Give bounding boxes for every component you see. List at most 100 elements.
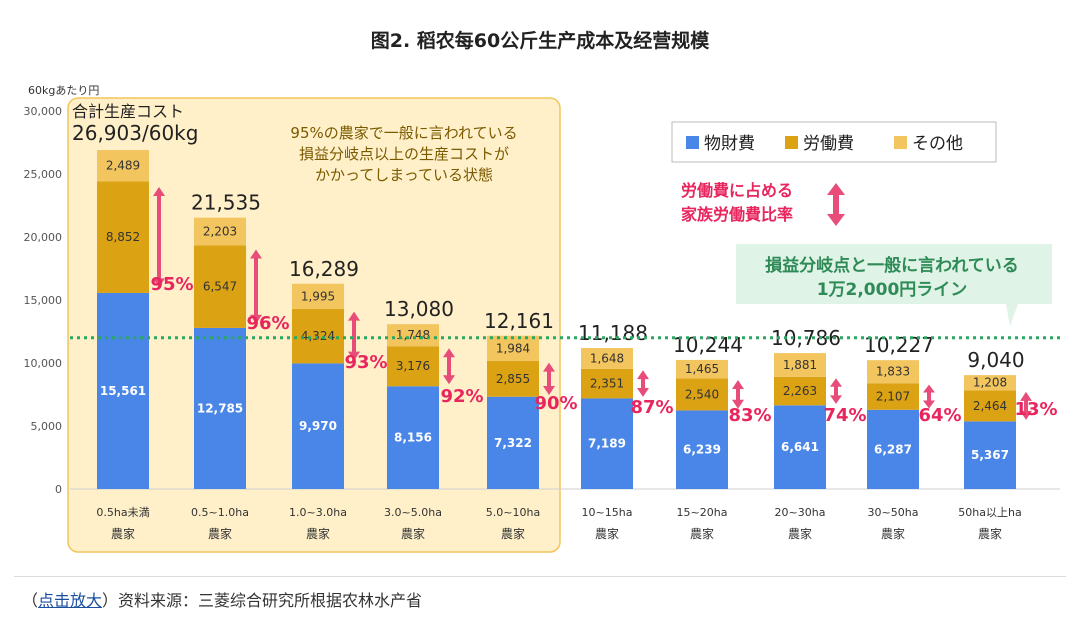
bar-value-label: 12,785: [197, 401, 243, 415]
bar-other: [581, 348, 633, 369]
bar-value-label: 2,351: [590, 377, 624, 391]
footer-source-text: ）资料来源：三菱综合研究所根据农林水产省: [102, 591, 423, 610]
y-tick-label: 30,000: [24, 105, 63, 118]
total-label: 11,188: [578, 321, 648, 345]
family-labor-arrow: [443, 348, 455, 385]
bar-material: [581, 398, 633, 489]
family-labor-arrow: [348, 311, 360, 361]
y-tick-label: 25,000: [24, 168, 63, 181]
bar-labor: [97, 181, 149, 293]
family-labor-pct-label: 95%: [150, 274, 193, 295]
bar-value-label: 1,465: [685, 362, 719, 376]
breakeven-callout-text: 損益分岐点と一般に言われている: [765, 255, 1019, 276]
x-category-label: 農家: [978, 526, 1002, 541]
bar-material: [292, 363, 344, 489]
x-category-label: 農家: [595, 526, 619, 541]
bar-value-label: 1,984: [496, 341, 530, 355]
arrow-legend-label: 家族労働費比率: [681, 205, 793, 224]
bar-labor: [964, 390, 1016, 422]
arrow-legend-label: 労働費に占める: [681, 181, 793, 200]
bar-labor: [387, 346, 439, 387]
bar-value-label: 2,464: [973, 399, 1007, 413]
x-category-label: 農家: [401, 526, 425, 541]
bar-material: [964, 421, 1016, 489]
y-tick-label: 10,000: [24, 357, 63, 370]
bar-value-label: 1,748: [396, 328, 430, 342]
arrow-legend-icon: [827, 183, 845, 226]
total-label: 13,080: [384, 297, 454, 321]
bar-value-label: 1,648: [590, 351, 624, 365]
bar-value-label: 1,833: [876, 365, 910, 379]
bar-other: [964, 375, 1016, 391]
family-labor-arrow: [830, 378, 842, 404]
bar-labor: [581, 368, 633, 399]
bar-value-label: 2,263: [783, 384, 817, 398]
family-labor-arrow: [923, 384, 935, 409]
bar-other: [487, 335, 539, 361]
family-labor-pct-label: 74%: [823, 405, 866, 426]
bar-other: [774, 353, 826, 377]
enlarge-link[interactable]: 点击放大: [38, 591, 103, 610]
family-labor-pct-label: 13%: [1014, 399, 1057, 420]
highlight-note: 損益分岐点以上の生産コストが: [299, 145, 509, 163]
bar-material: [487, 396, 539, 489]
y-tick-label: 20,000: [24, 231, 63, 244]
bar-material: [867, 409, 919, 489]
x-category-label: 0.5~1.0ha: [191, 506, 249, 519]
bar-labor: [487, 360, 539, 397]
family-labor-pct-label: 92%: [440, 386, 483, 407]
bar-other: [292, 283, 344, 309]
family-labor-pct-label: 90%: [534, 393, 577, 414]
x-category-label: 5.0~10ha: [486, 506, 540, 519]
bar-value-label: 6,287: [874, 442, 912, 456]
x-category-label: 農家: [881, 526, 905, 541]
x-category-label: 農家: [788, 526, 812, 541]
total-label: 21,535: [191, 191, 261, 215]
legend-swatch: [785, 136, 798, 149]
family-labor-arrow: [250, 249, 262, 324]
legend-box: [671, 121, 997, 163]
bar-labor: [774, 376, 826, 406]
bar-value-label: 6,239: [683, 443, 721, 457]
bar-other: [676, 359, 728, 379]
figure-title: 图2. 稻农每60公斤生产成本及经营规模: [370, 30, 710, 52]
bar-value-label: 1,881: [783, 358, 817, 372]
bar-material: [97, 292, 149, 489]
bar-labor: [292, 308, 344, 364]
bar-value-label: 2,107: [876, 390, 910, 404]
family-labor-arrow: [637, 370, 649, 397]
family-labor-pct-label: 93%: [344, 352, 387, 373]
bar-material: [774, 405, 826, 489]
x-category-label: 農家: [690, 526, 714, 541]
x-category-label: 20~30ha: [775, 506, 826, 519]
x-category-label: 50ha以上ha: [958, 506, 1021, 519]
bar-material: [676, 410, 728, 489]
total-prefix-label: 合計生産コスト: [72, 102, 184, 121]
footer-open-paren: （: [22, 591, 39, 610]
y-tick-label: 5,000: [31, 420, 63, 433]
bar-other: [194, 217, 246, 246]
total-label: 12,161: [484, 309, 554, 333]
x-category-label: 1.0~3.0ha: [289, 506, 347, 519]
legend-swatch: [686, 136, 699, 149]
x-category-label: 3.0~5.0ha: [384, 506, 442, 519]
highlight-note: かかってしまっている状態: [315, 166, 493, 184]
footer-source: （点击放大）资料来源：三菱综合研究所根据农林水产省: [22, 587, 422, 611]
bar-other: [387, 324, 439, 347]
bar-material: [387, 386, 439, 489]
total-label: 9,040: [967, 348, 1024, 372]
bar-material: [194, 327, 246, 489]
bar-other: [867, 360, 919, 384]
bar-labor: [194, 245, 246, 328]
family-labor-arrow: [732, 379, 744, 409]
bar-value-label: 5,367: [971, 448, 1009, 462]
bar-value-label: 1,995: [301, 289, 335, 303]
family-labor-pct-label: 83%: [728, 405, 771, 426]
y-tick-label: 15,000: [24, 294, 63, 307]
x-category-label: 農家: [111, 526, 135, 541]
bar-value-label: 1,208: [973, 376, 1007, 390]
family-labor-pct-label: 64%: [918, 405, 961, 426]
bar-value-label: 3,176: [396, 359, 430, 373]
y-tick-label: 0: [55, 483, 62, 496]
bar-value-label: 2,855: [496, 372, 530, 386]
